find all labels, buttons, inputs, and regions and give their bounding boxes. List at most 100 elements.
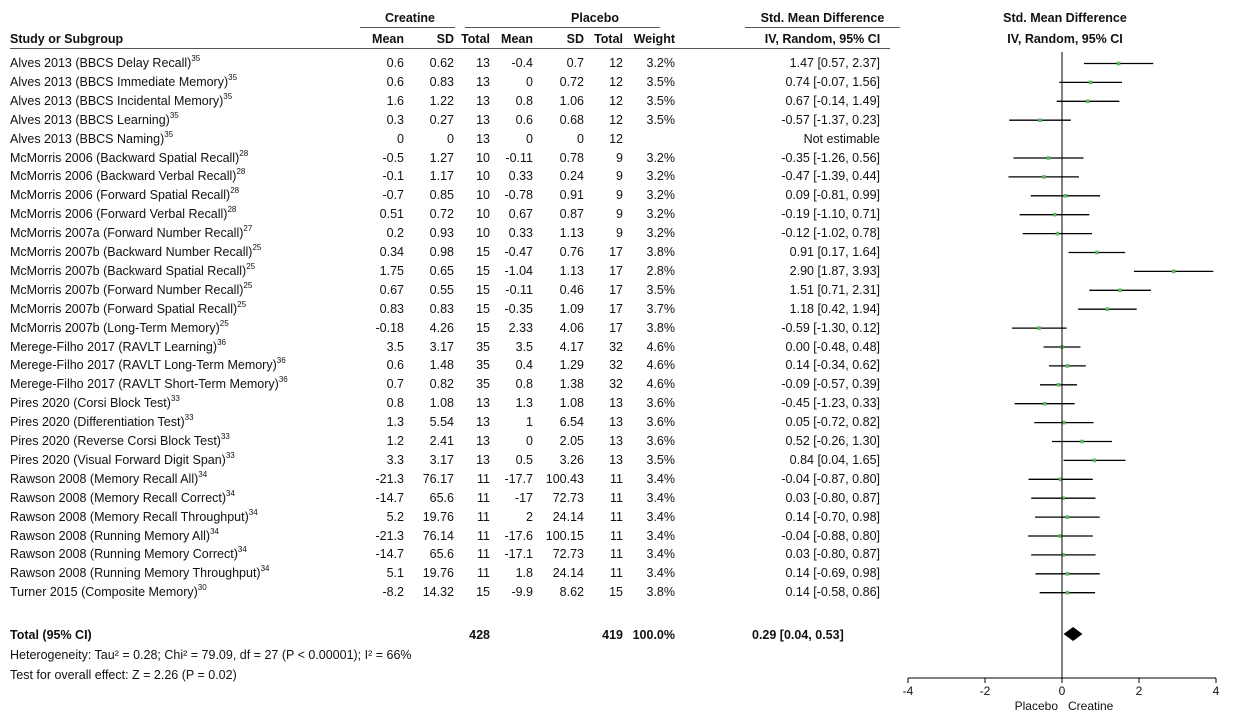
placebo-mean: 0: [526, 131, 533, 146]
creatine-total: 11: [477, 490, 490, 505]
table-row: Merege-Filho 2017 (RAVLT Short-Term Memo…: [0, 375, 900, 394]
placebo-total: 13: [609, 396, 623, 411]
smd-ci: 1.18 [0.42, 1.94]: [789, 301, 880, 316]
creatine-mean: -0.18: [375, 320, 405, 335]
study-reference: 27: [243, 224, 253, 234]
creatine-mean: -0.5: [382, 150, 404, 165]
point-estimate: [1060, 345, 1064, 349]
table-row: Rawson 2008 (Memory Recall Throughput)34…: [0, 508, 900, 527]
creatine-sd: 0.55: [429, 282, 454, 297]
x-tick-label: -2: [980, 684, 991, 698]
placebo-mean: 0.4: [515, 358, 533, 373]
point-estimate: [1065, 515, 1070, 519]
study-name: McMorris 2007b (Forward Number Recall)25: [10, 280, 253, 297]
creatine-sd: 1.22: [429, 93, 454, 108]
creatine-mean: 0.8: [386, 396, 404, 411]
placebo-sd: 0.78: [559, 150, 584, 165]
creatine-sd: 19.76: [422, 509, 454, 524]
placebo-total: 12: [609, 112, 623, 127]
placebo-sd: 100.43: [545, 471, 584, 486]
placebo-mean: 0.8: [515, 377, 533, 392]
study-name: Alves 2013 (BBCS Immediate Memory)35: [10, 72, 238, 89]
point-estimate: [1080, 439, 1084, 444]
placebo-mean: 0.6: [515, 112, 533, 127]
placebo-sd: 24.14: [552, 509, 584, 524]
study-reference: 35: [191, 54, 201, 63]
study-name: Merege-Filho 2017 (RAVLT Long-Term Memor…: [10, 356, 286, 373]
placebo-sd: 2.05: [559, 434, 584, 448]
point-estimate: [1056, 383, 1061, 387]
creatine-mean: -0.1: [382, 169, 404, 184]
x-tick-label: -4: [903, 684, 914, 698]
study-reference: 35: [223, 91, 233, 101]
placebo-total: 11: [610, 509, 623, 524]
table-row: Rawson 2008 (Running Memory Throughput)3…: [0, 564, 900, 583]
header-group-creatine: Creatine: [384, 11, 436, 25]
placebo-total: 11: [610, 566, 623, 581]
smd-ci: -0.35 [-1.26, 0.56]: [781, 150, 880, 165]
placebo-sd: 0: [577, 131, 584, 146]
placebo-total: 11: [610, 528, 623, 543]
table-row: McMorris 2007b (Forward Number Recall)25…: [0, 281, 900, 300]
table-row: McMorris 2006 (Backward Verbal Recall)28…: [0, 167, 900, 186]
creatine-mean: -14.7: [375, 547, 405, 562]
placebo-total: 15: [609, 585, 623, 600]
smd-ci: -0.04 [-0.87, 0.80]: [781, 471, 880, 486]
summary-diamond: [1063, 627, 1083, 641]
study-name: McMorris 2007b (Backward Number Recall)2…: [10, 243, 262, 260]
placebo-total: 12: [609, 56, 623, 70]
placebo-total: 11: [610, 547, 623, 562]
creatine-sd: 0.83: [429, 74, 454, 89]
placebo-sd: 24.14: [552, 566, 584, 581]
creatine-sd: 65.6: [429, 547, 454, 562]
creatine-mean: 0.2: [386, 226, 404, 241]
creatine-total: 13: [476, 112, 490, 127]
table-row: McMorris 2007a (Forward Number Recall)27…: [0, 224, 900, 243]
study-name: Rawson 2008 (Memory Recall Throughput)34: [10, 507, 258, 524]
point-estimate: [1085, 99, 1090, 104]
smd-ci: 0.14 [-0.69, 0.98]: [785, 566, 880, 581]
smd-ci: -0.57 [-1.37, 0.23]: [781, 112, 880, 127]
creatine-sd: 0.65: [429, 263, 454, 278]
point-estimate: [1088, 80, 1093, 85]
placebo-mean: -0.35: [504, 301, 534, 316]
creatine-mean: 1.75: [379, 263, 404, 278]
table-row: Alves 2013 (BBCS Naming)35 0 0 13 0 0 12 Not es…: [0, 130, 900, 149]
creatine-total: 35: [476, 358, 490, 373]
weight: 3.2%: [646, 150, 676, 165]
header-smd-title: Std. Mean Difference: [760, 11, 885, 25]
smd-ci: Not estimable: [803, 131, 880, 146]
placebo-sd: 1.13: [559, 226, 584, 241]
creatine-total: 15: [476, 282, 490, 297]
placebo-mean: -17.7: [504, 471, 534, 486]
creatine-total: 10: [476, 169, 490, 184]
study-name: Alves 2013 (BBCS Incidental Memory)35: [10, 91, 233, 108]
creatine-mean: 5.1: [386, 566, 404, 581]
smd-ci: 0.05 [-0.72, 0.82]: [785, 415, 880, 430]
placebo-mean: 0.33: [508, 226, 533, 241]
study-name: Merege-Filho 2017 (RAVLT Learning)36: [10, 337, 226, 354]
placebo-sd: 1.08: [559, 396, 584, 411]
weight: 3.8%: [646, 320, 676, 335]
smd-ci: -0.04 [-0.88, 0.80]: [781, 528, 880, 543]
study-reference: 33: [170, 394, 180, 404]
point-estimate: [1171, 269, 1176, 274]
study-reference: 35: [164, 129, 174, 139]
creatine-sd: 3.17: [429, 452, 454, 467]
creatine-sd: 0.93: [429, 226, 454, 241]
study-reference: 34: [260, 564, 270, 574]
creatine-mean: 1.6: [386, 93, 404, 108]
creatine-total: 13: [476, 93, 490, 108]
header-col-mean2: Mean: [501, 32, 533, 46]
creatine-total: 10: [476, 188, 490, 203]
point-estimate: [1065, 572, 1070, 576]
study-name: Rawson 2008 (Running Memory Throughput)3…: [10, 564, 270, 581]
placebo-total: 12: [609, 93, 623, 108]
creatine-sd: 14.32: [422, 585, 454, 600]
study-reference: 25: [246, 261, 256, 271]
study-name: Alves 2013 (BBCS Naming)35: [10, 129, 174, 146]
creatine-total: 11: [477, 528, 490, 543]
placebo-sd: 0.91: [559, 188, 584, 203]
creatine-mean: -21.3: [375, 528, 405, 543]
creatine-sd: 3.17: [429, 339, 454, 354]
